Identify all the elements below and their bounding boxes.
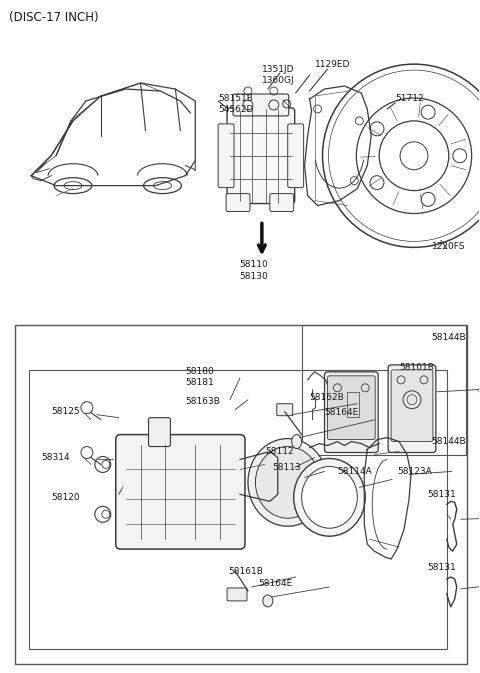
FancyBboxPatch shape [218,124,234,188]
FancyBboxPatch shape [227,588,247,601]
Text: 58144B: 58144B [431,437,466,446]
Ellipse shape [255,447,320,518]
Bar [15,325,467,664]
Ellipse shape [301,466,357,528]
FancyBboxPatch shape [388,365,436,452]
Text: 58162B: 58162B [310,393,344,402]
Text: 58164E: 58164E [324,409,359,417]
FancyBboxPatch shape [233,94,288,116]
FancyBboxPatch shape [270,194,294,211]
Text: 58144B: 58144B [431,334,466,343]
Text: 58120: 58120 [51,493,80,502]
Text: 58131: 58131 [427,563,456,571]
FancyBboxPatch shape [277,404,293,416]
Text: 58112: 58112 [265,447,293,456]
Text: 58101B: 58101B [399,363,434,372]
Text: 1351JD: 1351JD [262,65,294,73]
Text: 58113: 58113 [272,463,300,472]
Ellipse shape [263,595,273,607]
Text: 58180: 58180 [185,367,214,376]
Text: 58151B: 58151B [218,94,253,104]
FancyBboxPatch shape [116,435,245,549]
Text: 58161B: 58161B [228,567,263,575]
Ellipse shape [294,458,365,536]
Text: 51712: 51712 [395,94,424,104]
FancyBboxPatch shape [226,194,250,211]
Text: (DISC-17 INCH): (DISC-17 INCH) [9,11,99,24]
Ellipse shape [292,435,301,448]
Text: 58114A: 58114A [337,467,372,476]
Text: 58110: 58110 [240,260,268,269]
Bar [348,392,360,417]
Text: 1220FS: 1220FS [432,242,466,251]
Text: 58123A: 58123A [397,467,432,476]
FancyBboxPatch shape [288,124,304,188]
FancyBboxPatch shape [148,418,170,447]
Text: 58164E: 58164E [258,579,292,588]
Ellipse shape [248,439,327,526]
Text: 1129ED: 1129ED [314,60,350,69]
FancyBboxPatch shape [327,376,375,439]
FancyBboxPatch shape [391,370,433,441]
Bar [301,325,466,454]
FancyBboxPatch shape [227,108,295,203]
Text: 58163B: 58163B [185,397,220,406]
FancyBboxPatch shape [324,372,378,452]
Text: 58125: 58125 [51,407,80,416]
Text: 54562D: 54562D [218,106,253,114]
Text: 58130: 58130 [240,272,268,281]
Text: 1360GJ: 1360GJ [262,75,295,85]
Text: 58314: 58314 [41,453,70,462]
Text: 58181: 58181 [185,378,214,387]
Text: 58131: 58131 [427,490,456,499]
Bar [29,370,447,649]
